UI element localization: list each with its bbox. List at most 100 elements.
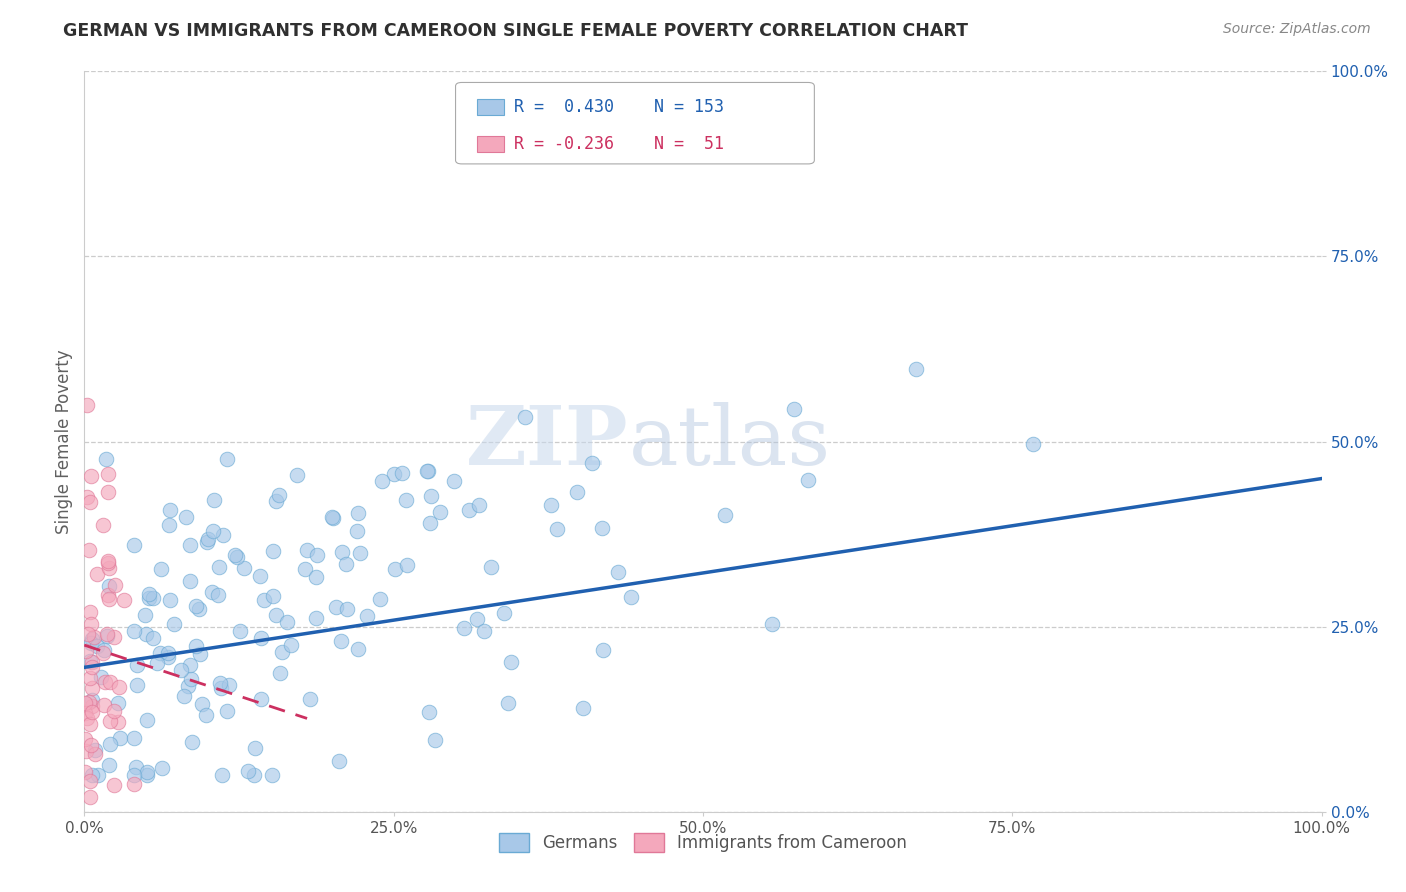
Point xyxy=(157,650,180,665)
Point xyxy=(260,767,283,781)
Point xyxy=(103,778,125,792)
Point xyxy=(179,538,201,552)
Point xyxy=(195,535,218,549)
Point xyxy=(75,765,97,780)
Point xyxy=(190,697,212,711)
Point xyxy=(761,616,783,631)
Text: Source: ZipAtlas.com: Source: ZipAtlas.com xyxy=(1223,22,1371,37)
Point xyxy=(419,489,441,503)
Point xyxy=(159,502,181,516)
Point xyxy=(262,543,284,558)
Point xyxy=(135,626,157,640)
Point xyxy=(269,665,291,680)
Point xyxy=(322,510,344,524)
Point xyxy=(76,490,98,504)
Point xyxy=(93,698,115,712)
Point xyxy=(134,608,156,623)
Point xyxy=(73,732,96,747)
Point xyxy=(429,505,451,519)
Point xyxy=(295,543,318,558)
Point xyxy=(150,761,173,775)
Point xyxy=(112,593,135,607)
Point xyxy=(335,602,357,616)
Point xyxy=(97,588,120,602)
Text: ZIP: ZIP xyxy=(467,401,628,482)
Point xyxy=(280,638,302,652)
Point xyxy=(82,767,104,781)
Point xyxy=(108,681,131,695)
Point xyxy=(93,518,115,533)
Point xyxy=(80,693,103,707)
Text: R = -0.236    N =  51: R = -0.236 N = 51 xyxy=(513,135,724,153)
Point xyxy=(173,689,195,703)
Point xyxy=(415,465,437,479)
Point xyxy=(453,621,475,635)
Point xyxy=(187,602,209,616)
Point xyxy=(391,466,413,480)
Point xyxy=(125,657,148,672)
Point xyxy=(186,640,208,654)
Point xyxy=(90,669,112,683)
Point xyxy=(546,522,568,536)
Point xyxy=(201,524,224,539)
Point xyxy=(96,628,118,642)
Point xyxy=(80,616,103,631)
Point xyxy=(346,641,368,656)
Point xyxy=(75,744,97,758)
Point xyxy=(797,473,820,487)
Point xyxy=(98,714,121,728)
Point xyxy=(73,696,96,710)
Point xyxy=(125,760,148,774)
Point xyxy=(208,676,231,690)
Point xyxy=(108,731,131,745)
Point xyxy=(370,475,392,489)
Point xyxy=(142,591,165,605)
Point xyxy=(79,495,101,509)
Point xyxy=(207,588,229,602)
Point xyxy=(195,707,218,722)
Point xyxy=(98,758,121,772)
Point xyxy=(202,493,225,508)
Point xyxy=(80,705,103,719)
Point xyxy=(423,733,446,747)
Point xyxy=(176,679,198,693)
Point xyxy=(271,645,294,659)
Point xyxy=(249,569,271,583)
Point xyxy=(211,767,233,781)
Point xyxy=(329,634,352,648)
Point xyxy=(321,510,343,524)
Point xyxy=(76,398,98,412)
Point xyxy=(419,516,441,530)
Point xyxy=(96,626,118,640)
Point xyxy=(208,560,231,574)
Point xyxy=(498,696,520,710)
Point xyxy=(124,767,146,781)
Point xyxy=(86,639,108,653)
Point xyxy=(465,612,488,626)
Point xyxy=(83,630,105,644)
Point xyxy=(347,506,370,520)
Point xyxy=(79,789,101,804)
FancyBboxPatch shape xyxy=(456,82,814,164)
Point xyxy=(714,508,737,522)
Point xyxy=(170,663,193,677)
Point xyxy=(606,565,628,579)
Text: R =  0.430    N = 153: R = 0.430 N = 153 xyxy=(513,98,724,116)
Point xyxy=(328,754,350,768)
Point xyxy=(513,409,536,424)
Point xyxy=(98,579,121,593)
Point xyxy=(80,698,103,713)
Point xyxy=(620,590,643,604)
Point xyxy=(80,738,103,752)
Point xyxy=(79,671,101,685)
Point xyxy=(224,549,246,563)
Point xyxy=(479,560,502,574)
Point xyxy=(138,587,160,601)
Point xyxy=(250,631,273,645)
Point xyxy=(97,561,120,575)
Point xyxy=(96,452,118,467)
Point xyxy=(146,657,169,671)
Point xyxy=(179,574,201,589)
Point xyxy=(75,706,97,720)
Point xyxy=(75,644,97,658)
